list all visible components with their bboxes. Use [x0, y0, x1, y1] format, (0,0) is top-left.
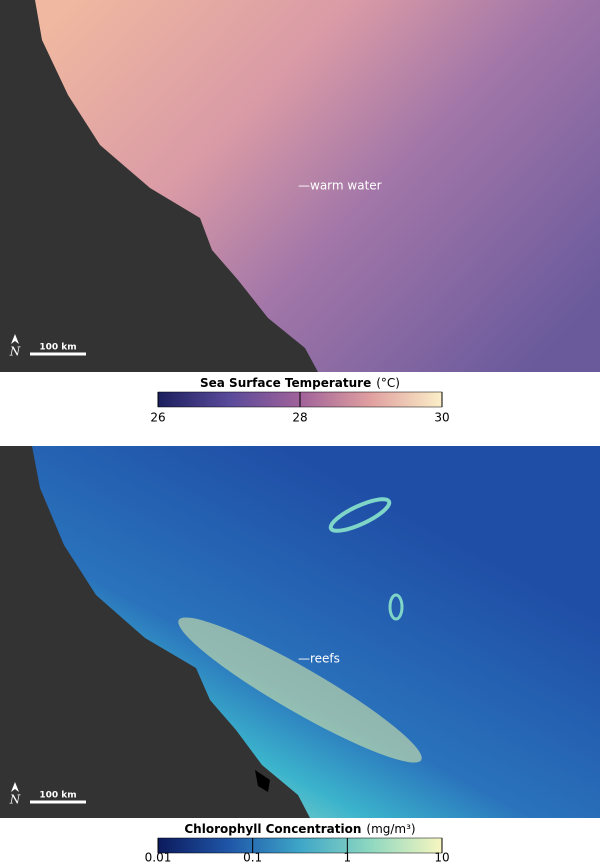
colorbar-title: Chlorophyll Concentration (mg/m³) [184, 822, 415, 836]
scale-label: 100 km [39, 791, 76, 801]
colorbar-title-text: Chlorophyll Concentration [184, 822, 361, 836]
tick-label: 1 [344, 851, 352, 865]
chl-map: —reefs 100 km N [0, 446, 600, 818]
land-detail [255, 770, 270, 792]
colorbar-unit: (°C) [376, 376, 400, 390]
scale-label: 100 km [39, 343, 76, 353]
colorbar-unit: (mg/m³) [366, 822, 415, 836]
sst-map: —warm water 100 km N [0, 0, 600, 372]
tick-label: 28 [292, 411, 307, 425]
tick-label: 10 [434, 851, 449, 865]
tick-label: 26 [150, 411, 165, 425]
north-arrow [11, 334, 19, 344]
north-label: N [9, 345, 21, 359]
land [0, 0, 318, 372]
colorbar-title-text: Sea Surface Temperature [200, 376, 371, 390]
north-arrow [11, 782, 19, 792]
colorbar [157, 837, 443, 854]
tick-label: 30 [434, 411, 449, 425]
reef-band [178, 617, 422, 763]
colorbar-title: Sea Surface Temperature (°C) [200, 376, 400, 390]
tick-label: 0.1 [243, 851, 262, 865]
tick-label: 0.01 [145, 851, 172, 865]
north-label: N [9, 793, 21, 807]
reef [388, 593, 404, 621]
land [0, 446, 310, 818]
annotation: —warm water [298, 179, 382, 193]
annotation: —reefs [298, 652, 340, 666]
reef [328, 497, 392, 533]
